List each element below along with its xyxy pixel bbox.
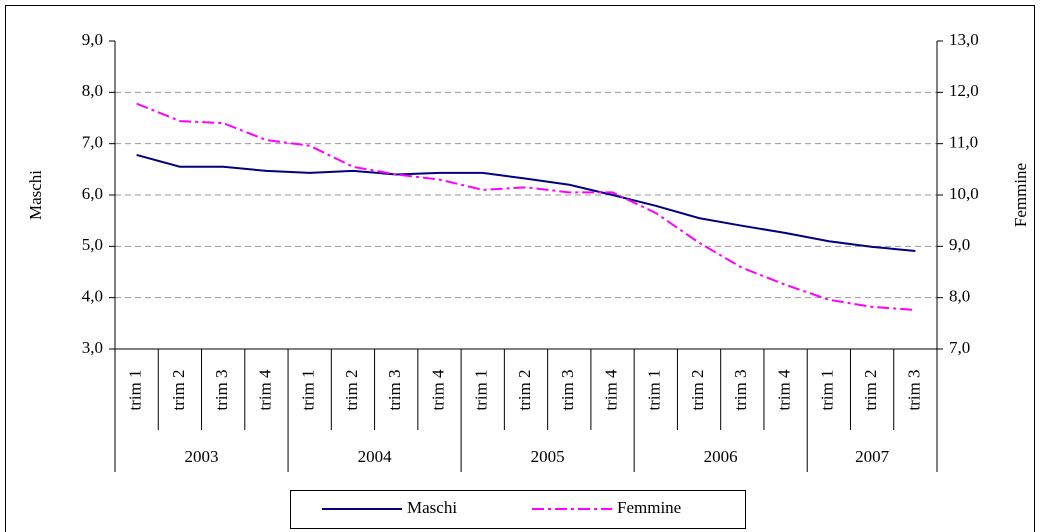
x-tick-label: trim 3 bbox=[731, 369, 750, 410]
x-tick-label: trim 4 bbox=[774, 369, 793, 411]
y-tick-label: 3,0 bbox=[82, 338, 103, 357]
x-tick-label: trim 4 bbox=[255, 369, 274, 411]
x-group-label: 2005 bbox=[531, 447, 565, 466]
x-tick-label: trim 1 bbox=[299, 369, 318, 410]
y2-tick-label: 7,0 bbox=[949, 338, 970, 357]
y2-axis-label: Femmine bbox=[1011, 163, 1030, 227]
x-tick-label: trim 1 bbox=[645, 369, 664, 410]
x-tick-label: trim 2 bbox=[861, 369, 880, 410]
y-tick-label: 7,0 bbox=[82, 133, 103, 152]
y2-tick-label: 8,0 bbox=[949, 287, 970, 306]
x-tick-label: trim 1 bbox=[472, 369, 491, 410]
x-group-label: 2003 bbox=[185, 447, 219, 466]
x-group-label: 2004 bbox=[358, 447, 393, 466]
x-tick-label: trim 3 bbox=[385, 369, 404, 410]
x-tick-label: trim 2 bbox=[169, 369, 188, 410]
x-tick-label: trim 3 bbox=[558, 369, 577, 410]
y-tick-label: 9,0 bbox=[82, 30, 103, 49]
chart-frame bbox=[5, 5, 1035, 532]
x-tick-label: trim 3 bbox=[212, 369, 231, 410]
series-line bbox=[136, 153, 916, 252]
y-tick-label: 8,0 bbox=[82, 81, 103, 100]
x-tick-label: trim 3 bbox=[904, 369, 923, 410]
y2-tick-label: 11,0 bbox=[949, 133, 978, 152]
y2-tick-label: 10,0 bbox=[949, 184, 979, 203]
x-tick-label: trim 4 bbox=[601, 369, 620, 411]
legend-label: Maschi bbox=[407, 498, 457, 517]
x-tick-label: trim 2 bbox=[688, 369, 707, 410]
x-tick-label: trim 2 bbox=[342, 369, 361, 410]
legend-label: Femmine bbox=[617, 498, 681, 517]
y-tick-label: 5,0 bbox=[82, 235, 103, 254]
x-tick-label: trim 4 bbox=[428, 369, 447, 411]
x-group-label: 2007 bbox=[855, 447, 890, 466]
y2-tick-label: 12,0 bbox=[949, 81, 979, 100]
x-tick-label: trim 1 bbox=[126, 369, 145, 410]
y-tick-label: 6,0 bbox=[82, 184, 103, 203]
y-tick-label: 4,0 bbox=[82, 287, 103, 306]
x-group-label: 2006 bbox=[704, 447, 738, 466]
y-axis-label: Maschi bbox=[26, 170, 45, 220]
x-tick-label: trim 1 bbox=[818, 369, 837, 410]
x-tick-label: trim 2 bbox=[515, 369, 534, 410]
y2-tick-label: 9,0 bbox=[949, 235, 970, 254]
y2-tick-label: 13,0 bbox=[949, 30, 979, 49]
